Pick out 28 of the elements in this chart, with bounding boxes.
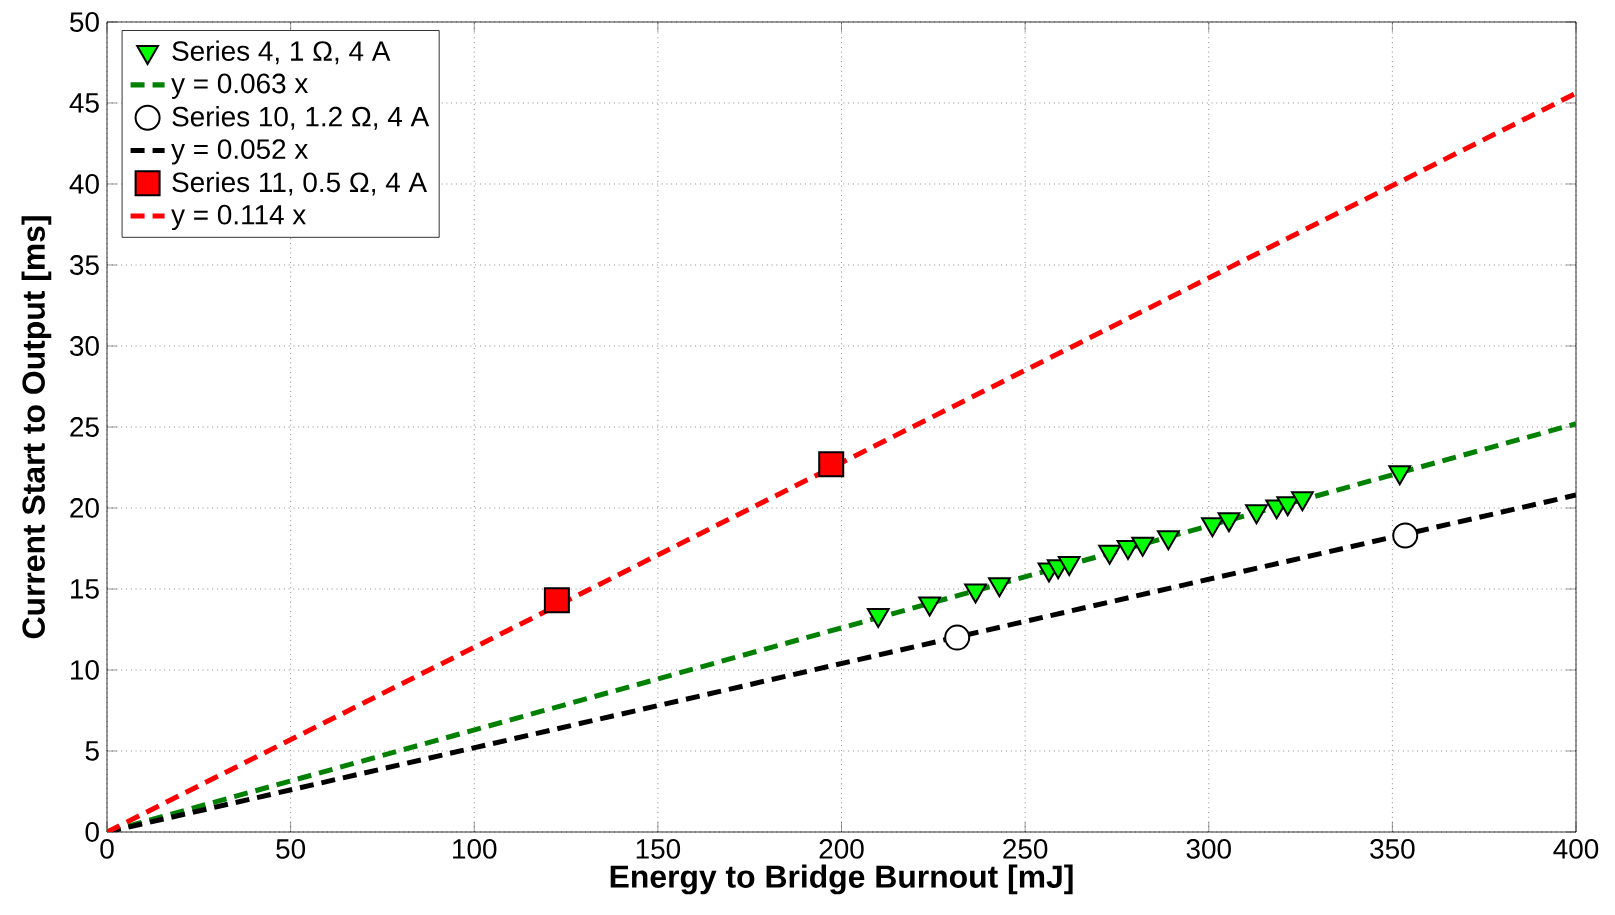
x-tick-label: 350 xyxy=(1370,839,1415,859)
legend-label: y = 0.063 x xyxy=(171,73,309,99)
y-tick-label: 45 xyxy=(69,93,99,113)
y-tick-label: 35 xyxy=(69,255,99,275)
y-tick-label: 10 xyxy=(71,660,99,680)
y-tick-label: 40 xyxy=(69,174,99,194)
legend-label: Series 10, 1.2 Ω, 4 A xyxy=(172,106,430,130)
y-axis-title: Current Start to Output [ms] xyxy=(21,216,52,639)
y-tick-label: 5 xyxy=(85,741,99,761)
x-tick-label: 200 xyxy=(819,839,864,859)
y-tick-label: 30 xyxy=(69,336,99,356)
y-tick-label: 50 xyxy=(70,12,99,32)
x-tick-label: 150 xyxy=(636,839,681,859)
y-tick-label: 20 xyxy=(70,498,99,518)
legend-label: Series 4, 1 Ω, 4 A xyxy=(172,40,391,65)
legend-label: Series 11, 0.5 Ω, 4 A xyxy=(172,171,428,196)
x-tick-label: 50 xyxy=(276,839,306,859)
x-tick-label: 400 xyxy=(1553,839,1599,859)
x-tick-label: 250 xyxy=(1003,839,1048,859)
y-tick-label: 15 xyxy=(71,579,99,599)
y-tick-label: 25 xyxy=(70,417,99,437)
x-tick-label: 0 xyxy=(100,839,114,859)
y-tick-label: 0 xyxy=(85,822,99,842)
x-tick-label: 100 xyxy=(453,839,497,859)
legend-label: y = 0.114 x xyxy=(171,204,306,231)
x-axis-title: Energy to Bridge Burnout [mJ] xyxy=(610,864,1073,895)
x-tick-label: 300 xyxy=(1186,839,1231,859)
legend-label: y = 0.052 x xyxy=(171,139,309,165)
